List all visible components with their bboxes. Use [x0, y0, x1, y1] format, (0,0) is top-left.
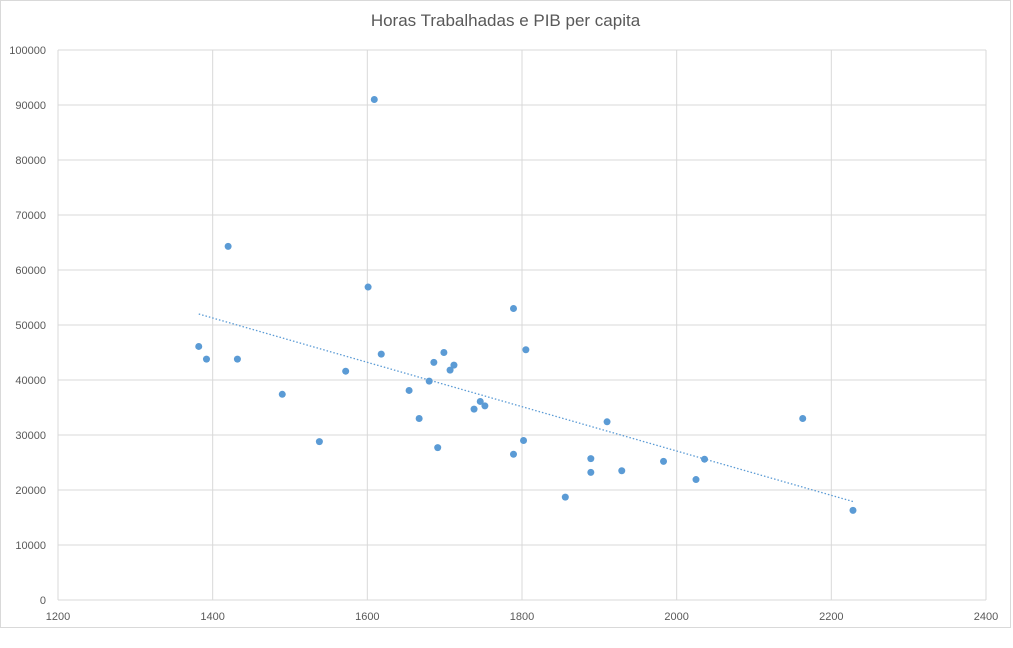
data-point — [509, 305, 517, 312]
x-tick-label: 1600 — [355, 611, 379, 623]
data-point — [849, 506, 857, 514]
trendline — [198, 313, 854, 503]
data-point — [587, 468, 595, 476]
y-tick-label: 50000 — [15, 320, 46, 332]
data-point — [278, 390, 286, 398]
data-point — [430, 358, 438, 366]
data-point — [434, 444, 442, 452]
data-point — [224, 242, 232, 250]
y-tick-label: 20000 — [15, 485, 46, 497]
x-tick-label: 1200 — [46, 611, 70, 623]
data-point — [701, 455, 709, 463]
data-point — [603, 418, 611, 426]
data-point — [195, 342, 203, 350]
y-tick-label: 60000 — [15, 265, 46, 277]
data-point — [520, 437, 528, 444]
data-point — [692, 476, 700, 484]
y-tick-label: 0 — [40, 595, 46, 607]
data-point — [509, 450, 517, 458]
data-point — [450, 361, 458, 369]
x-tick-label: 1800 — [510, 611, 534, 623]
chart-container: Horas Trabalhadas e PIB per capita 0 1000… — [0, 0, 1011, 628]
data-point — [425, 377, 433, 385]
data-point — [476, 397, 484, 405]
y-tick-label: 70000 — [15, 210, 46, 222]
y-tick-label: 80000 — [15, 155, 46, 167]
x-tick-label: 2000 — [664, 611, 688, 623]
data-point — [618, 467, 626, 475]
y-tick-label: 10000 — [15, 540, 46, 552]
data-point — [370, 96, 378, 103]
data-point — [522, 346, 530, 354]
data-point — [233, 355, 241, 363]
data-point — [415, 415, 423, 422]
y-tick-label: 90000 — [15, 100, 46, 112]
data-point — [342, 367, 350, 375]
data-point — [470, 405, 478, 413]
chart-title: Horas Trabalhadas e PIB per capita — [370, 11, 641, 30]
data-point — [481, 402, 489, 410]
data-point — [364, 283, 372, 291]
data-point — [377, 350, 385, 358]
x-tick-label: 2400 — [974, 611, 998, 623]
x-tick-label: 1400 — [200, 611, 224, 623]
data-point — [315, 438, 323, 446]
data-point — [202, 355, 210, 363]
data-point — [561, 493, 569, 501]
data-point — [446, 366, 454, 374]
y-tick-label: 40000 — [15, 375, 46, 387]
data-point — [660, 457, 668, 465]
y-tick-label: 100000 — [9, 45, 46, 57]
data-point — [799, 415, 807, 422]
y-tick-label: 30000 — [15, 430, 46, 442]
x-tick-label: 2200 — [819, 611, 843, 623]
scatter-plot: 0 10000 20000 30000 40000 50000 60000 70000 8000… — [9, 45, 998, 623]
data-point — [587, 455, 595, 463]
data-point — [440, 349, 448, 356]
data-point — [405, 386, 413, 394]
